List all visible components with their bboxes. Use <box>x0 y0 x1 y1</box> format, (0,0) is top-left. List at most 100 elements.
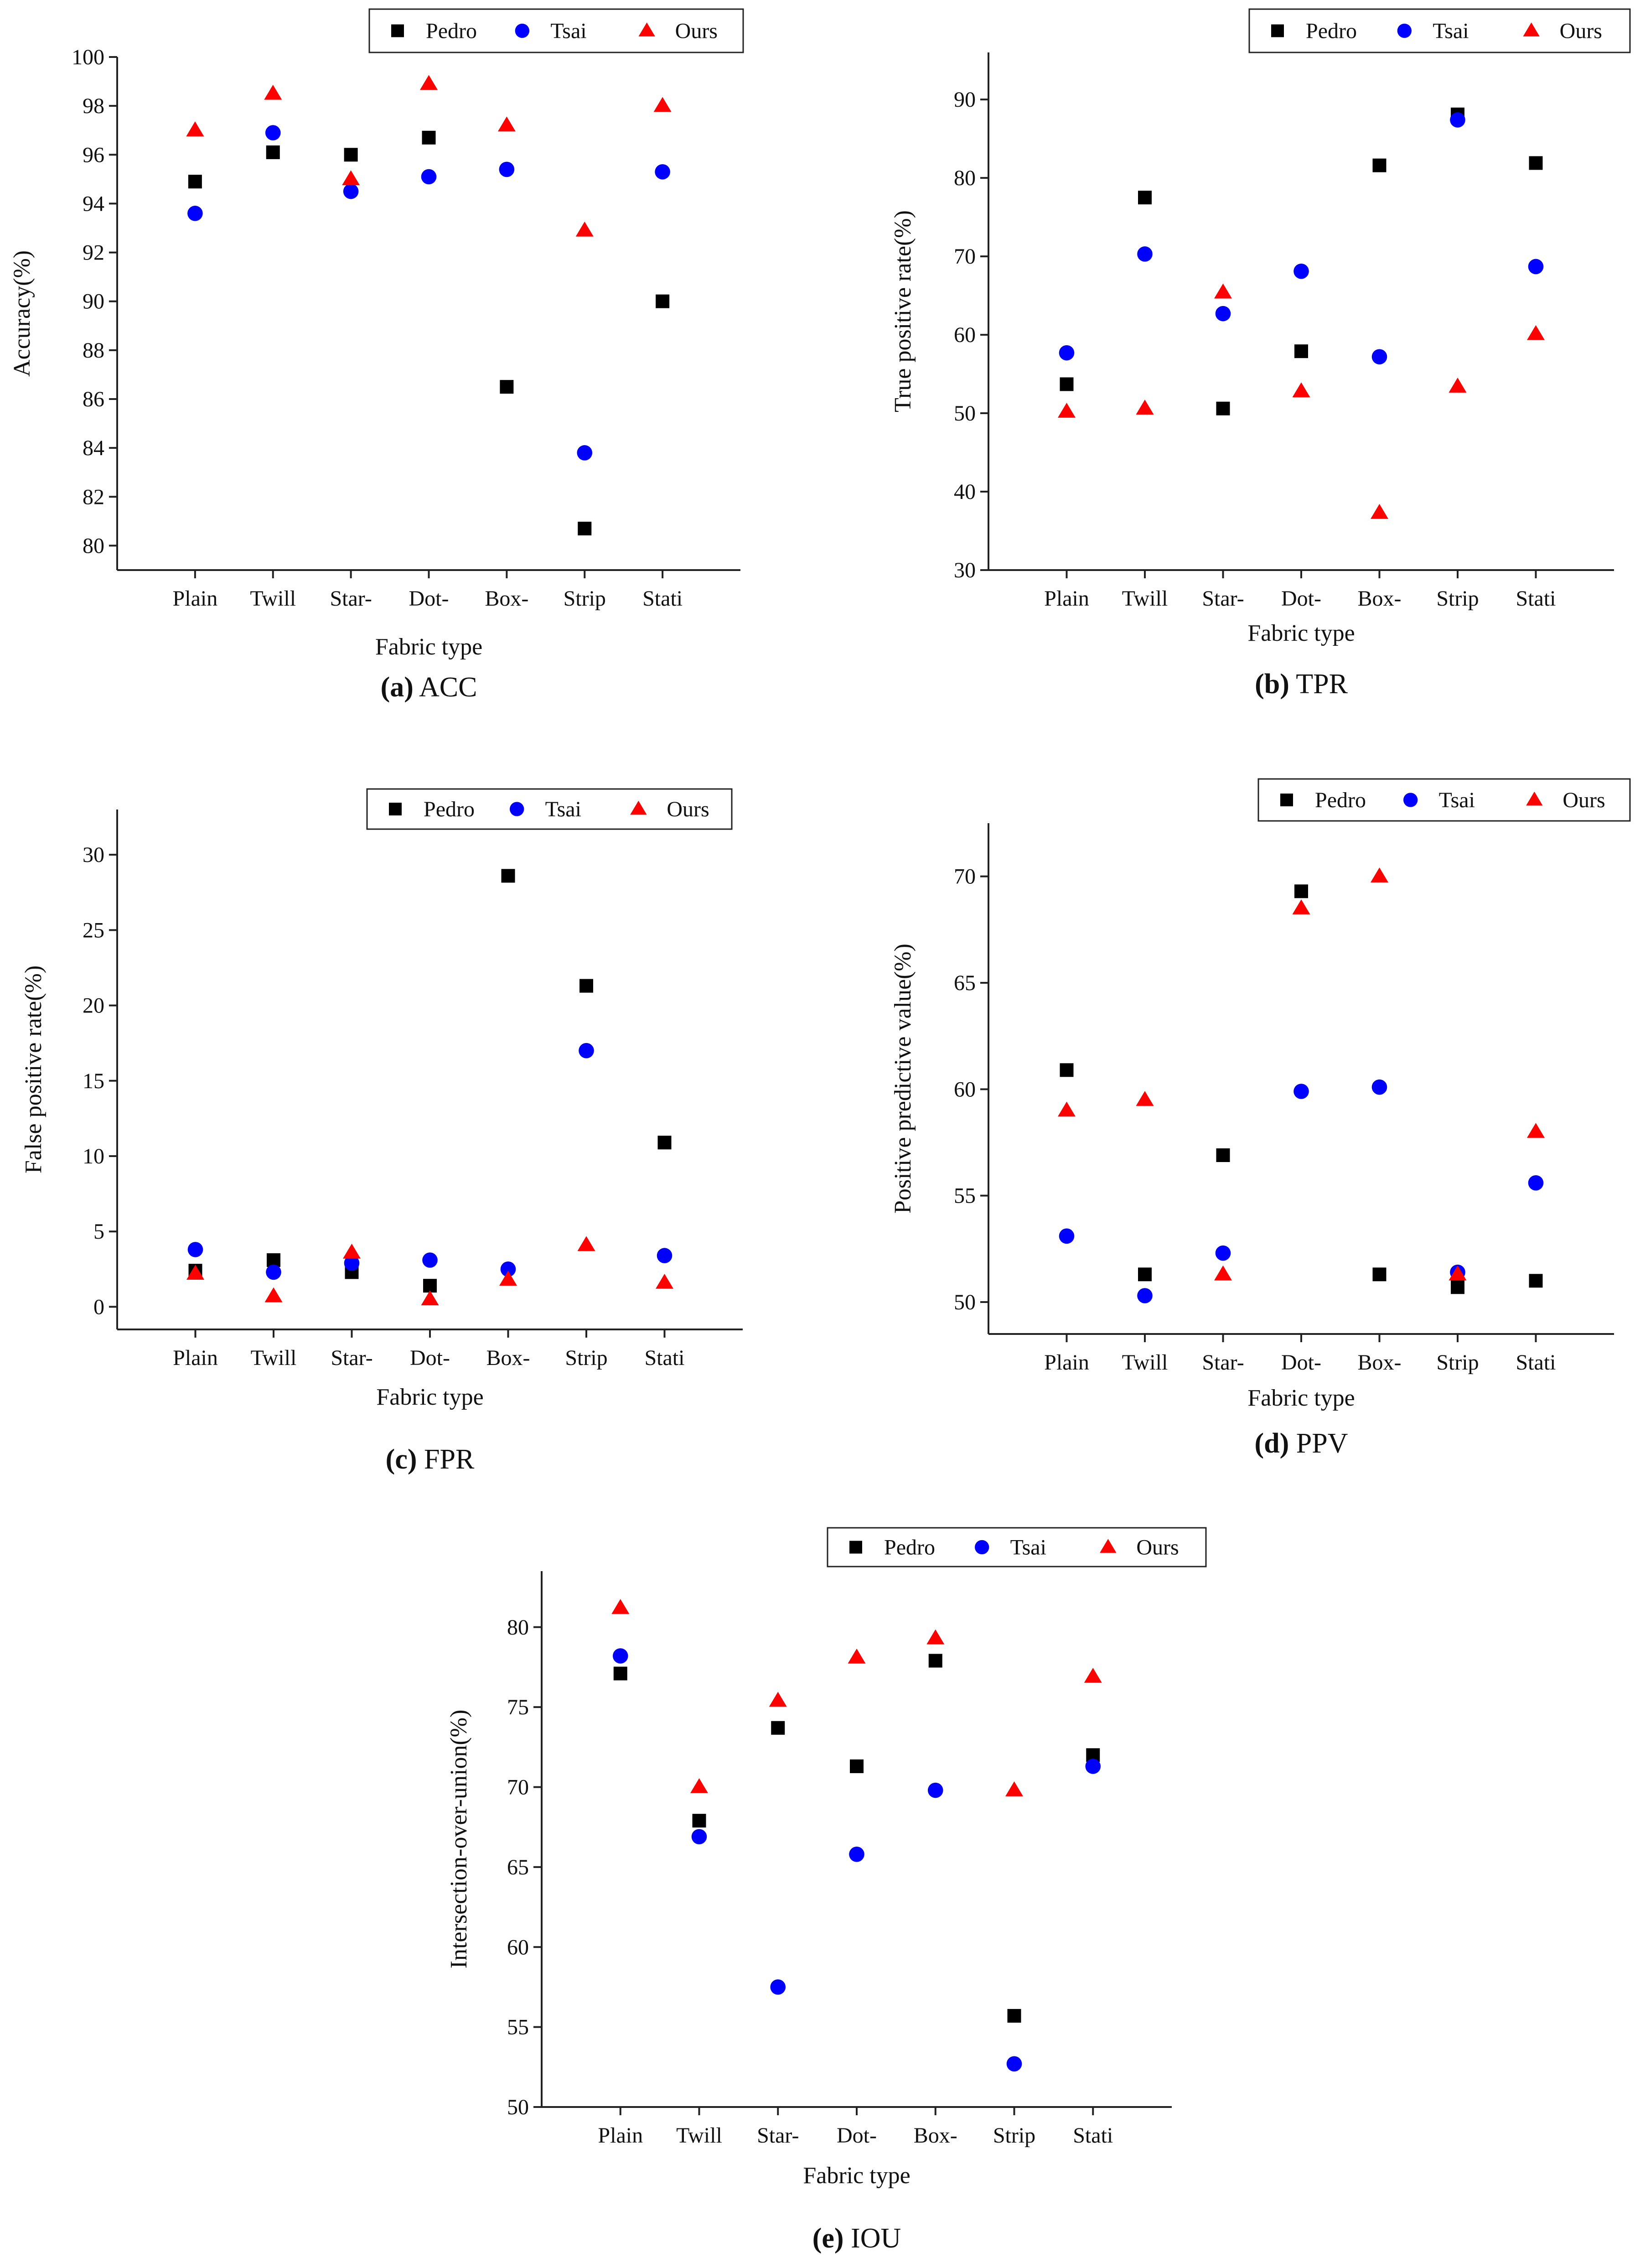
legend-marker-ours <box>1523 22 1540 36</box>
y-tick-label: 88 <box>83 338 104 363</box>
y-tick-label: 5 <box>93 1220 104 1244</box>
x-tick-label-strip: Strip <box>1436 1350 1479 1375</box>
series-ours <box>186 1236 673 1306</box>
data-point-tsai-twill <box>1137 246 1153 262</box>
series-pedro <box>188 869 672 1293</box>
legend-marker-tsai <box>1397 23 1412 38</box>
x-axis-title: Fabric type <box>376 1384 483 1410</box>
data-point-pedro-box <box>1372 1267 1386 1282</box>
chart-panel-ppv: 50 55 60 65 70 Plain Twill Star- Dot- Box- Strip St… <box>890 778 1631 1459</box>
data-point-ours-star <box>1214 283 1232 299</box>
y-tick-label: 60 <box>954 323 976 347</box>
data-point-tsai-stati <box>655 164 670 180</box>
y-tick-label: 96 <box>83 143 104 167</box>
data-point-tsai-twill <box>266 1264 281 1280</box>
panel-caption: (c) FPR <box>386 1444 475 1475</box>
y-tick-label: 30 <box>954 558 976 582</box>
data-point-tsai-stati <box>657 1248 673 1263</box>
data-point-ours-strip <box>575 221 594 237</box>
x-axis-title: Fabric type <box>803 2163 910 2189</box>
data-point-tsai-box <box>499 161 515 177</box>
legend-frame <box>1257 778 1631 822</box>
legend: Pedro Tsai Ours <box>366 788 733 830</box>
data-point-ours-star <box>1214 1265 1232 1281</box>
y-axis-title: Intersection-over-union(%) <box>446 1710 472 1969</box>
data-point-tsai-twill <box>265 125 281 140</box>
legend-marker-pedro <box>391 24 404 37</box>
x-tick-label-box: Box- <box>1358 1350 1402 1375</box>
x-tick-label-stati: Stati <box>1073 2123 1113 2148</box>
data-point-pedro-stati <box>1529 156 1543 170</box>
data-point-pedro-plain <box>1060 377 1074 391</box>
data-point-tsai-plain <box>187 206 203 221</box>
y-tick-label: 90 <box>83 290 104 314</box>
x-tick-label-twill: Twill <box>250 586 296 611</box>
caption-letter: (b) <box>1255 669 1289 700</box>
y-tick-label: 60 <box>507 1935 529 1959</box>
y-tick-label: 55 <box>954 1184 976 1208</box>
data-point-tsai-plain <box>612 1648 628 1664</box>
x-tick-label-strip: Strip <box>564 586 606 611</box>
data-point-tsai-strip <box>577 445 593 461</box>
y-tick-label: 50 <box>954 1290 976 1314</box>
data-point-ours-stati <box>1527 1123 1545 1138</box>
x-tick-label-dot: Dot- <box>409 586 449 611</box>
y-tick-label: 82 <box>83 485 104 509</box>
data-point-ours-star <box>342 170 360 186</box>
legend-frame <box>366 788 733 830</box>
y-tick-label: 80 <box>507 1615 529 1640</box>
series-tsai <box>612 1648 1101 2072</box>
data-point-ours-strip <box>1005 1781 1023 1796</box>
y-axis-title: False positive rate(%) <box>21 965 47 1173</box>
data-point-tsai-star <box>344 1255 360 1271</box>
data-point-ours-dot <box>848 1648 866 1664</box>
data-point-pedro-star <box>1216 401 1230 415</box>
data-point-pedro-strip <box>1451 1280 1464 1294</box>
data-point-tsai-twill <box>691 1829 707 1845</box>
data-point-ours-box <box>926 1629 945 1645</box>
x-tick-label-stati: Stati <box>642 586 683 611</box>
series-tsai <box>187 125 670 461</box>
data-point-pedro-dot <box>850 1759 864 1773</box>
legend-label-tsai: Tsai <box>1439 788 1475 812</box>
data-point-ours-dot <box>421 1290 439 1306</box>
y-tick-label: 50 <box>954 401 976 426</box>
caption-text: IOU <box>844 2223 901 2254</box>
y-tick-label: 60 <box>954 1077 976 1101</box>
data-point-pedro-twill <box>1138 191 1152 205</box>
legend-frame <box>368 8 744 53</box>
x-tick-label-stati: Stati <box>644 1346 684 1370</box>
x-axis-title: Fabric type <box>1247 620 1355 646</box>
legend-label-tsai: Tsai <box>550 19 586 43</box>
data-point-pedro-star <box>1216 1148 1230 1162</box>
y-tick-label: 94 <box>83 192 104 216</box>
data-point-pedro-dot <box>422 130 436 145</box>
series-ours <box>1058 283 1545 519</box>
series-tsai <box>1059 1079 1544 1303</box>
legend-marker-tsai <box>515 23 530 38</box>
data-point-pedro-strip <box>1007 2009 1021 2023</box>
y-tick-label: 25 <box>83 918 104 942</box>
y-tick-label: 30 <box>83 843 104 867</box>
y-tick-label: 86 <box>83 387 104 411</box>
data-point-pedro-plain <box>613 1666 627 1681</box>
data-point-tsai-plain <box>1059 1228 1075 1244</box>
data-point-pedro-strip <box>579 979 593 993</box>
legend-label-tsai: Tsai <box>1433 19 1469 43</box>
legend: Pedro Tsai Ours <box>368 8 744 53</box>
data-point-pedro-dot <box>1294 344 1308 358</box>
chart-panel-iou: 50 55 60 65 70 75 80 Plain Twill Star- Dot- Box- Str… <box>446 1527 1207 2254</box>
legend-marker-tsai <box>1403 793 1418 807</box>
x-tick-label-star: Star- <box>1202 586 1244 611</box>
legend-label-pedro: Pedro <box>1306 19 1357 43</box>
legend-label-tsai: Tsai <box>545 797 581 821</box>
data-point-ours-stati <box>656 1274 673 1289</box>
caption-text: PPV <box>1289 1428 1348 1459</box>
legend-label-ours: Ours <box>1562 788 1605 812</box>
data-point-tsai-dot <box>422 1252 438 1268</box>
data-point-tsai-twill <box>1137 1288 1153 1303</box>
data-point-ours-plain <box>186 1265 204 1280</box>
legend-marker-tsai <box>509 802 524 816</box>
series-pedro <box>1060 107 1543 415</box>
caption-letter: (e) <box>812 2223 844 2254</box>
